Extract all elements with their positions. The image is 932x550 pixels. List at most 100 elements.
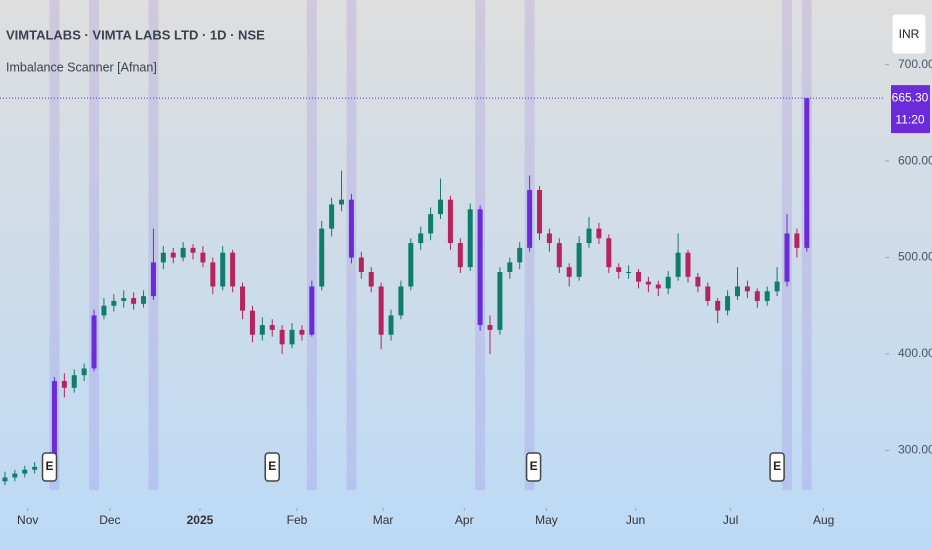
earnings-label: E [45,459,53,473]
candle-body [329,204,335,229]
candle-body [121,298,127,301]
imbalance-band [89,0,99,490]
candle-body [32,466,38,470]
indicator-name: Imbalance Scanner [Afnan] [6,60,157,74]
candle-body [240,286,246,311]
countdown-label: 11:20 [895,112,924,126]
candle-body [71,375,77,388]
candle-body [131,298,137,304]
earnings-marker [769,452,785,482]
candle-body [517,247,523,263]
candle-body [22,469,28,474]
candle-body [111,300,117,306]
candle-body [606,238,612,268]
candle-body [299,329,305,335]
candle-body [398,286,404,316]
candle-body [170,252,176,258]
candle-body [141,296,147,304]
candle-body [744,286,750,292]
candle-body [527,190,533,248]
candle-body [418,233,424,244]
candle-body [507,262,513,273]
candle-body [546,233,552,244]
x-tick-label: Aug [813,513,834,527]
candle-body [160,252,166,263]
candle-body [150,262,156,297]
candle-body [685,252,691,277]
candle-body [101,305,107,316]
last-price-box [891,85,930,134]
candle-body [764,291,770,301]
candle-body [358,257,364,273]
candle-body [51,381,57,461]
candle-body [190,247,196,253]
candle-body [566,267,572,277]
candle-body [309,286,315,335]
x-tick-label: Feb [287,513,308,527]
y-tick-label: 700.00 [898,57,932,71]
x-tick-label: 2025 [187,513,214,527]
x-tick-label: Nov [17,513,38,527]
candle-body [438,199,444,215]
candle-body [497,272,503,330]
candle-body [705,286,711,301]
x-tick-label: Mar [373,513,394,527]
candle-body [754,291,760,301]
candle-body [61,381,67,388]
candle-body [200,252,206,263]
candle-body [220,252,226,287]
candle-body [408,243,414,287]
imbalance-band [49,0,60,490]
candle-body [735,286,740,297]
candle-body [457,243,463,268]
earnings-marker [264,452,280,482]
candle-body [289,329,295,345]
candle-body [616,267,622,273]
candle-body [230,252,236,287]
candle-body [388,315,394,335]
candle-body [428,214,434,234]
candle-body [2,477,8,482]
candle-body [576,243,582,277]
candle-body [645,281,651,285]
candle-body [91,315,97,369]
candle-body [259,325,265,335]
currency-label[interactable]: INR [899,27,920,41]
candle-body [725,296,731,311]
candle-body [804,98,810,248]
candle-body [378,286,384,335]
candle-body [467,209,473,268]
candle-body [586,228,592,244]
x-tick-label: Dec [99,513,120,527]
candle-body [715,300,721,311]
candle-body [319,228,325,287]
earnings-label: E [773,459,781,473]
candle-body [249,310,255,335]
y-tick-label: 500.00 [898,250,932,264]
candle-body [12,473,18,478]
candle-body [279,329,285,345]
candle-body [368,272,374,287]
x-tick-label: Jul [723,513,738,527]
candle-body [447,199,453,244]
candle-body [556,243,562,268]
candle-body [537,190,543,234]
candle-body [665,276,671,289]
candle-body [655,284,661,289]
candle-body [487,325,493,330]
chart-title: VIMTALABS · VIMTA LABS LTD · 1D · NSE [6,27,265,42]
y-tick-label: 300.00 [898,443,932,457]
currency-button[interactable] [891,13,927,55]
candle-body [348,199,354,258]
x-tick-label: May [535,513,558,527]
candle-body [695,276,701,287]
earnings-label: E [530,459,538,473]
candle-body [339,199,345,205]
candle-body [794,233,800,248]
candle-body [210,262,216,287]
candle-body [784,233,790,282]
candle-body [477,209,483,326]
candle-body [269,325,275,330]
